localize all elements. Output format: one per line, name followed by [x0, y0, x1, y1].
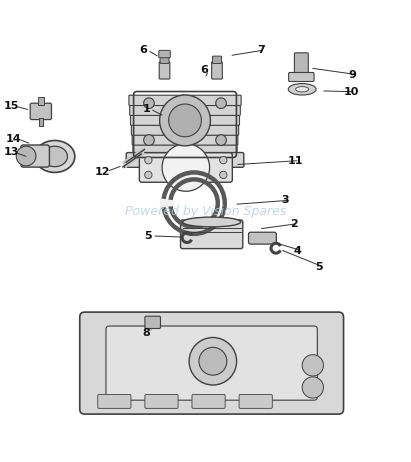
Ellipse shape — [42, 146, 67, 167]
FancyBboxPatch shape — [106, 326, 317, 400]
FancyBboxPatch shape — [145, 316, 160, 328]
FancyBboxPatch shape — [131, 115, 240, 125]
FancyBboxPatch shape — [160, 56, 169, 63]
FancyBboxPatch shape — [30, 103, 51, 120]
Circle shape — [169, 104, 201, 137]
FancyBboxPatch shape — [132, 125, 239, 135]
Text: 12: 12 — [95, 167, 110, 176]
FancyBboxPatch shape — [129, 95, 241, 105]
Text: 6: 6 — [139, 45, 147, 55]
Circle shape — [219, 157, 227, 164]
Text: 1: 1 — [142, 104, 150, 114]
FancyBboxPatch shape — [289, 73, 314, 81]
Circle shape — [145, 157, 152, 164]
FancyBboxPatch shape — [145, 395, 178, 408]
Text: 2: 2 — [290, 219, 298, 229]
Circle shape — [144, 98, 154, 109]
Text: 14: 14 — [6, 134, 22, 144]
Circle shape — [199, 347, 227, 375]
Circle shape — [16, 146, 36, 166]
Circle shape — [159, 95, 210, 146]
Text: 7: 7 — [257, 45, 265, 55]
Text: 6: 6 — [201, 66, 209, 75]
FancyBboxPatch shape — [294, 53, 308, 77]
FancyBboxPatch shape — [159, 62, 170, 79]
FancyBboxPatch shape — [133, 145, 237, 155]
FancyBboxPatch shape — [192, 395, 225, 408]
Text: Powered by Vision Spares: Powered by Vision Spares — [125, 205, 286, 218]
Text: 3: 3 — [282, 195, 289, 205]
FancyBboxPatch shape — [80, 312, 344, 414]
Text: 5: 5 — [316, 262, 323, 272]
Text: 9: 9 — [348, 69, 356, 79]
Text: 4: 4 — [294, 246, 302, 255]
FancyBboxPatch shape — [212, 56, 222, 63]
FancyBboxPatch shape — [139, 153, 232, 182]
Circle shape — [189, 338, 237, 385]
Text: 8: 8 — [142, 328, 150, 338]
FancyBboxPatch shape — [159, 50, 170, 58]
FancyBboxPatch shape — [180, 220, 243, 249]
Circle shape — [162, 144, 210, 191]
Circle shape — [144, 135, 154, 146]
FancyBboxPatch shape — [212, 62, 222, 79]
FancyBboxPatch shape — [249, 232, 276, 244]
Bar — [38, 97, 44, 105]
FancyBboxPatch shape — [126, 152, 244, 167]
Ellipse shape — [296, 86, 309, 92]
Text: 10: 10 — [343, 87, 359, 97]
Ellipse shape — [35, 140, 75, 172]
Text: 11: 11 — [288, 156, 303, 165]
Circle shape — [216, 135, 226, 146]
Circle shape — [145, 171, 152, 179]
Bar — [39, 118, 43, 126]
FancyBboxPatch shape — [98, 395, 131, 408]
FancyBboxPatch shape — [132, 135, 238, 145]
Circle shape — [216, 98, 226, 109]
Ellipse shape — [288, 84, 316, 95]
Text: 5: 5 — [144, 231, 152, 241]
FancyBboxPatch shape — [21, 145, 49, 167]
Text: 13: 13 — [3, 147, 18, 158]
Polygon shape — [123, 149, 145, 167]
Text: 15: 15 — [3, 101, 18, 111]
Ellipse shape — [182, 217, 241, 227]
FancyBboxPatch shape — [239, 395, 272, 408]
Circle shape — [302, 377, 323, 398]
Circle shape — [219, 171, 227, 179]
Circle shape — [302, 355, 323, 376]
FancyBboxPatch shape — [130, 105, 240, 116]
